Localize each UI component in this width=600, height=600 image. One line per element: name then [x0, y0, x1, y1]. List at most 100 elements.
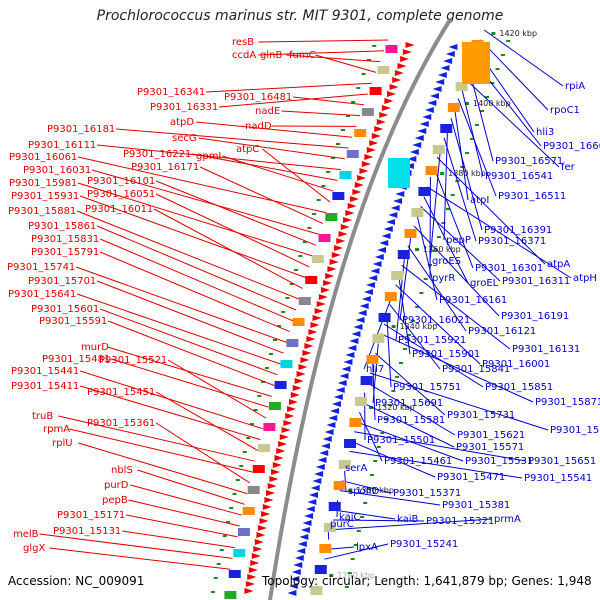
reverse-strand-gene	[278, 441, 288, 447]
reverse-strand-gene	[338, 231, 348, 237]
gene-label-left: P9301_16051	[87, 189, 155, 200]
track-dot	[423, 278, 428, 280]
label-leader-line	[99, 238, 294, 322]
track-dot	[450, 194, 455, 196]
track-dot	[415, 306, 420, 308]
gene-label-left: P9301_16221	[123, 149, 191, 160]
label-leader-line	[389, 304, 441, 370]
track-dot	[369, 474, 374, 476]
feature-block	[369, 87, 382, 95]
forward-strand-gene	[445, 51, 455, 57]
track-dot	[351, 101, 356, 103]
track-dot	[213, 577, 218, 579]
left-label-lines	[39, 39, 389, 570]
track-dot	[302, 241, 307, 243]
feature-block	[404, 229, 417, 238]
gene-label-right: P9301_16371	[478, 236, 546, 247]
gene-label-right: rpoC1	[550, 105, 580, 116]
gene-label-left: P9301_15171	[57, 510, 125, 521]
gene-label-right: P9301_15621	[457, 430, 525, 441]
gene-label-left: P9301_15591	[39, 316, 107, 327]
track-dot	[485, 96, 490, 98]
feature-block	[391, 271, 404, 280]
gene-label-right: fer	[561, 162, 576, 173]
gene-label-right: kaiB	[397, 514, 419, 525]
track-dot	[399, 362, 404, 364]
label-leader-line	[369, 372, 549, 431]
label-leader-line	[155, 422, 250, 484]
track-dot	[383, 418, 388, 420]
reverse-strand-gene	[247, 574, 257, 580]
forward-strand-gene	[296, 548, 306, 554]
forward-strand-gene	[326, 422, 336, 428]
forward-strand-gene	[383, 226, 393, 232]
gene-label-left: P9301_16101	[87, 176, 155, 187]
label-leader-line	[315, 54, 377, 73]
gene-label-left: P9301_15131	[53, 526, 121, 537]
gene-label-right: P9301_15871	[535, 397, 600, 408]
forward-strand-gene	[300, 527, 310, 533]
forward-strand-gene	[424, 107, 434, 113]
reverse-strand-gene	[288, 399, 298, 405]
gene-label-right: P9301_15731	[447, 410, 515, 421]
reverse-strand-gene	[364, 154, 374, 160]
label-leader-line	[206, 82, 372, 93]
label-leader-line	[293, 96, 364, 106]
gene-label-left: truB	[32, 411, 53, 422]
track-dot	[406, 334, 411, 336]
forward-strand-gene	[304, 513, 314, 519]
reverse-strand-gene	[298, 364, 308, 370]
forward-strand-gene	[290, 576, 300, 582]
gene-label-right: P9301_15371	[393, 488, 461, 499]
track-dot	[265, 367, 270, 369]
reverse-strand-gene	[304, 343, 314, 349]
reverse-strand-gene	[369, 140, 379, 146]
kbp-tick-mark	[348, 489, 353, 492]
reverse-strand-gene	[361, 161, 371, 167]
forward-strand-gene	[317, 457, 327, 463]
reverse-strand-gene	[285, 413, 295, 419]
label-leader-line	[58, 415, 256, 462]
track-dot	[347, 572, 352, 574]
kbp-tick-mark	[391, 325, 396, 328]
label-leader-line	[436, 157, 546, 265]
gene-label-left: P9301_16181	[47, 124, 115, 135]
kbp-tick-label: 1360 kbp	[423, 245, 461, 254]
track-dot	[465, 152, 470, 154]
reverse-strand-gene	[386, 91, 396, 97]
track-dot	[366, 488, 371, 490]
feature-block	[361, 108, 374, 116]
label-leader-line	[110, 358, 269, 408]
track-dot	[242, 451, 247, 453]
reverse-strand-gene	[266, 490, 276, 496]
forward-strand-gene	[309, 492, 319, 498]
label-leader-line	[75, 266, 287, 343]
label-leader-line	[401, 264, 511, 350]
reverse-strand-gene	[306, 336, 316, 342]
label-leader-line	[79, 195, 306, 279]
track-dot	[335, 143, 340, 145]
forward-strand-gene	[347, 345, 357, 351]
label-leader-line	[429, 147, 442, 262]
reverse-strand-gene	[312, 315, 322, 321]
reverse-strand-gene	[359, 168, 369, 174]
feature-block	[314, 565, 327, 574]
label-leader-line	[443, 137, 477, 242]
gene-label-right: rpiA	[565, 81, 585, 92]
reverse-strand-gene	[402, 49, 412, 55]
gene-label-right: P9301_15571	[456, 442, 524, 453]
forward-strand-gene	[333, 394, 343, 400]
reverse-strand-gene	[244, 588, 254, 594]
gene-label-left: pepB	[102, 495, 128, 506]
label-leader-line	[407, 245, 467, 332]
gene-label-right: P9301_15851	[485, 382, 553, 393]
map-title: Prochlorococcus marinus str. MIT 9301, c…	[96, 8, 504, 24]
feature-block	[224, 591, 237, 599]
feature-block	[228, 570, 241, 578]
reverse-strand-gene	[340, 224, 350, 230]
reverse-strand-gene	[287, 406, 297, 412]
forward-strand-gene	[372, 261, 382, 267]
label-leader-line	[465, 78, 560, 168]
gene-label-left: nadD	[245, 121, 272, 132]
gene-label-right: P9301_15541	[524, 473, 592, 484]
